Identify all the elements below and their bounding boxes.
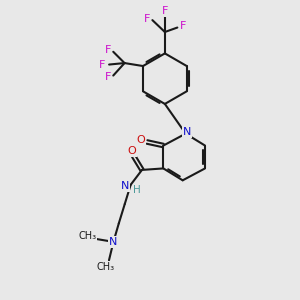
Text: N: N (109, 237, 118, 247)
Text: N: N (183, 127, 191, 137)
Text: F: F (105, 45, 111, 55)
Text: CH₃: CH₃ (78, 232, 96, 242)
Text: F: F (105, 72, 111, 82)
Text: F: F (162, 6, 168, 16)
Text: H: H (133, 185, 141, 195)
Text: F: F (144, 14, 150, 24)
Text: O: O (127, 146, 136, 156)
Text: F: F (179, 21, 186, 32)
Text: F: F (99, 59, 106, 70)
Text: CH₃: CH₃ (96, 262, 115, 272)
Text: O: O (137, 135, 146, 145)
Text: N: N (121, 181, 130, 191)
